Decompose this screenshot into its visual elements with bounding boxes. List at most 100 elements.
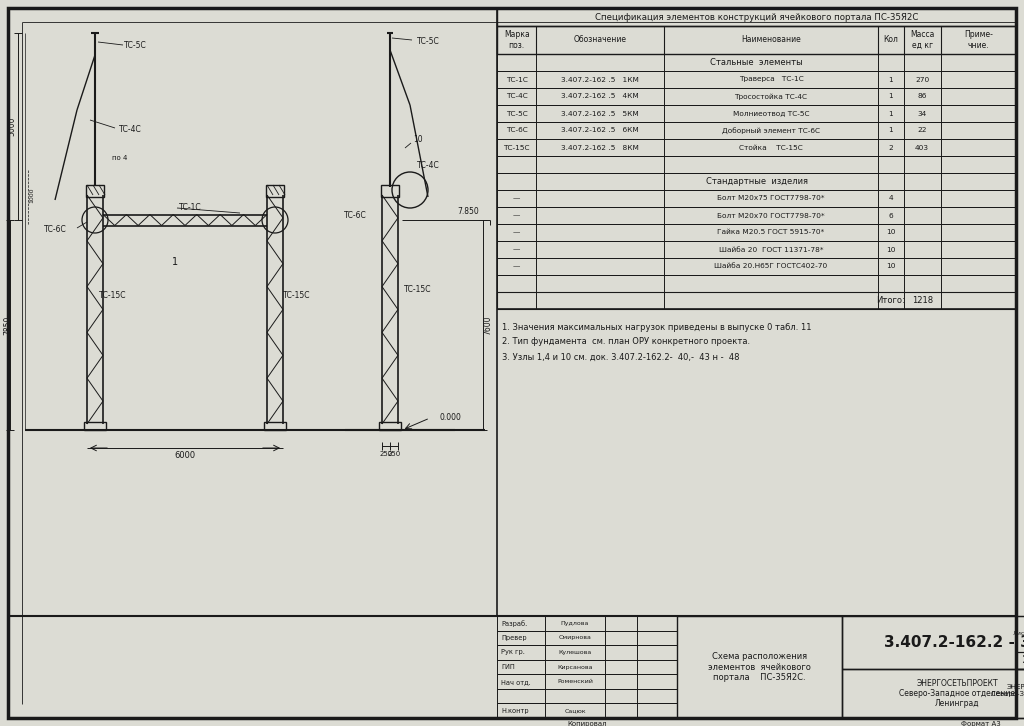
Text: ТС-15С: ТС-15С	[404, 285, 432, 295]
Text: 1: 1	[889, 76, 893, 83]
Bar	[677, 616, 842, 718]
Bar	[1016, 616, 1024, 652]
Text: ТС-5С: ТС-5С	[506, 110, 527, 116]
Text: 3.407.2-162 .5   8КМ: 3.407.2-162 .5 8КМ	[561, 144, 639, 150]
Bar	[497, 105, 1016, 122]
Bar	[497, 689, 677, 703]
Text: —: —	[513, 264, 520, 269]
Text: ЭНЕРГОСЕТЬПРОЕКТ
Северо-Западное отделение
Ленинград: ЭНЕРГОСЕТЬПРОЕКТ Северо-Западное отделен…	[991, 683, 1024, 703]
Bar	[497, 71, 1016, 88]
Bar	[497, 292, 1016, 309]
Text: 250: 250	[379, 451, 392, 457]
Text: ТС-15С: ТС-15С	[284, 290, 310, 300]
Text: 1. Значения максимальных нагрузок приведены в выпуске 0 табл. 11: 1. Значения максимальных нагрузок привед…	[502, 322, 811, 332]
Text: ТС-6С: ТС-6С	[506, 128, 527, 134]
Text: 1: 1	[1022, 656, 1024, 665]
Text: ТС-15С: ТС-15С	[504, 144, 530, 150]
Text: Доборный элемент ТС-6С: Доборный элемент ТС-6С	[722, 127, 820, 134]
Text: ТС-6С: ТС-6С	[44, 226, 67, 234]
Text: 3. Узлы 1,4 и 10 см. док. 3.407.2-162.2-  40,-  43 н -  48: 3. Узлы 1,4 и 10 см. док. 3.407.2-162.2-…	[502, 353, 739, 362]
Text: 1: 1	[172, 257, 178, 267]
Text: Кирсанова: Кирсанова	[557, 664, 593, 669]
Text: Стойка    ТС-15С: Стойка ТС-15С	[739, 144, 803, 150]
Bar	[497, 224, 1016, 241]
Text: Формат А3: Формат А3	[962, 721, 1000, 726]
Bar	[497, 122, 1016, 139]
Text: Смирнова: Смирнова	[558, 635, 592, 640]
Bar	[266, 185, 284, 197]
Text: ТС-6С: ТС-6С	[344, 211, 367, 219]
Bar	[497, 207, 1016, 224]
Text: —: —	[513, 247, 520, 253]
Text: 5000: 5000	[7, 117, 16, 136]
Bar	[84, 422, 106, 430]
Text: Болт М20х70 ГОСТ7798-70*: Болт М20х70 ГОСТ7798-70*	[717, 213, 824, 219]
Text: Масса
ед кг: Масса ед кг	[910, 30, 934, 49]
Bar	[842, 669, 1024, 718]
Text: —: —	[513, 229, 520, 235]
Text: 86: 86	[918, 94, 927, 99]
Text: ТС-5С: ТС-5С	[124, 41, 146, 49]
Text: ТС-1С: ТС-1С	[506, 76, 527, 83]
Text: Листов: Листов	[1013, 632, 1024, 637]
Bar	[497, 156, 1016, 173]
Text: Разраб.: Разраб.	[501, 620, 527, 627]
Text: —: —	[513, 213, 520, 219]
Text: 2. Тип фундамента  см. план ОРУ конкретного проекта.: 2. Тип фундамента см. план ОРУ конкретно…	[502, 338, 751, 346]
Bar	[497, 616, 677, 631]
Text: 4: 4	[889, 195, 893, 202]
Text: 7600: 7600	[483, 315, 493, 335]
Text: 10: 10	[886, 264, 896, 269]
Text: 3.407.2-162 .5   1КМ: 3.407.2-162 .5 1КМ	[561, 76, 639, 83]
Text: ТС-4С: ТС-4С	[506, 94, 527, 99]
Text: 10: 10	[886, 247, 896, 253]
Text: Роменский: Роменский	[557, 679, 593, 684]
Text: 7.850: 7.850	[457, 208, 479, 216]
Text: 34: 34	[918, 110, 927, 116]
Text: Молниеотвод ТС-5С: Молниеотвод ТС-5С	[733, 110, 809, 116]
Text: 10: 10	[886, 229, 896, 235]
Bar	[497, 703, 677, 718]
Text: Обозначение: Обозначение	[573, 36, 627, 44]
Text: Схема расположения
элементов  ячейкового
портала    ПС-35Я2С.: Схема расположения элементов ячейкового …	[708, 652, 811, 682]
Text: Кол: Кол	[884, 36, 898, 44]
Bar	[1016, 669, 1024, 718]
Text: 1000: 1000	[30, 187, 35, 203]
Text: ТС-4С: ТС-4С	[417, 160, 439, 169]
Bar	[497, 173, 1016, 190]
Bar	[497, 258, 1016, 275]
Text: 3.407.2-162 .5   4КМ: 3.407.2-162 .5 4КМ	[561, 94, 639, 99]
Text: Кулешова: Кулешова	[558, 650, 592, 655]
Text: Пудлова: Пудлова	[561, 621, 589, 626]
Text: Спецификация элементов конструкций ячейкового портала ПС-35Я2С: Спецификация элементов конструкций ячейк…	[595, 12, 919, 22]
Text: 270: 270	[915, 76, 930, 83]
Bar	[497, 275, 1016, 292]
Text: Тросостойка ТС-4С: Тросостойка ТС-4С	[734, 93, 808, 99]
Text: 1218: 1218	[911, 296, 933, 305]
Text: 1: 1	[889, 94, 893, 99]
Text: ГИП: ГИП	[501, 664, 515, 670]
Bar	[1016, 652, 1024, 669]
Text: Шайба 20  ГОСТ 11371-78*: Шайба 20 ГОСТ 11371-78*	[719, 247, 823, 253]
Bar	[379, 422, 401, 430]
Text: 403: 403	[915, 144, 929, 150]
Text: Болт М20х75 ГОСТ7798-70*: Болт М20х75 ГОСТ7798-70*	[717, 195, 824, 202]
Text: 1: 1	[889, 128, 893, 134]
Text: Рук гр.: Рук гр.	[501, 650, 525, 656]
Text: Приме-
чние.: Приме- чние.	[964, 30, 993, 49]
Text: Шайба 20.Н65Г ГОСТС402-70: Шайба 20.Н65Г ГОСТС402-70	[715, 264, 827, 269]
Bar	[842, 616, 1024, 669]
Text: 0.000: 0.000	[439, 414, 461, 423]
Text: Итого:: Итого:	[877, 296, 905, 305]
Text: —: —	[513, 195, 520, 202]
Text: 10: 10	[414, 136, 423, 144]
Bar	[381, 185, 399, 197]
Text: Стальные  элементы: Стальные элементы	[710, 58, 803, 67]
Text: 6: 6	[889, 213, 893, 219]
Text: 3.407.2-162 .5   6КМ: 3.407.2-162 .5 6КМ	[561, 128, 639, 134]
Bar	[497, 54, 1016, 71]
Text: 7850: 7850	[3, 315, 12, 335]
Text: ТС-5С: ТС-5С	[417, 38, 439, 46]
Text: по 4: по 4	[113, 155, 128, 161]
Bar	[497, 241, 1016, 258]
